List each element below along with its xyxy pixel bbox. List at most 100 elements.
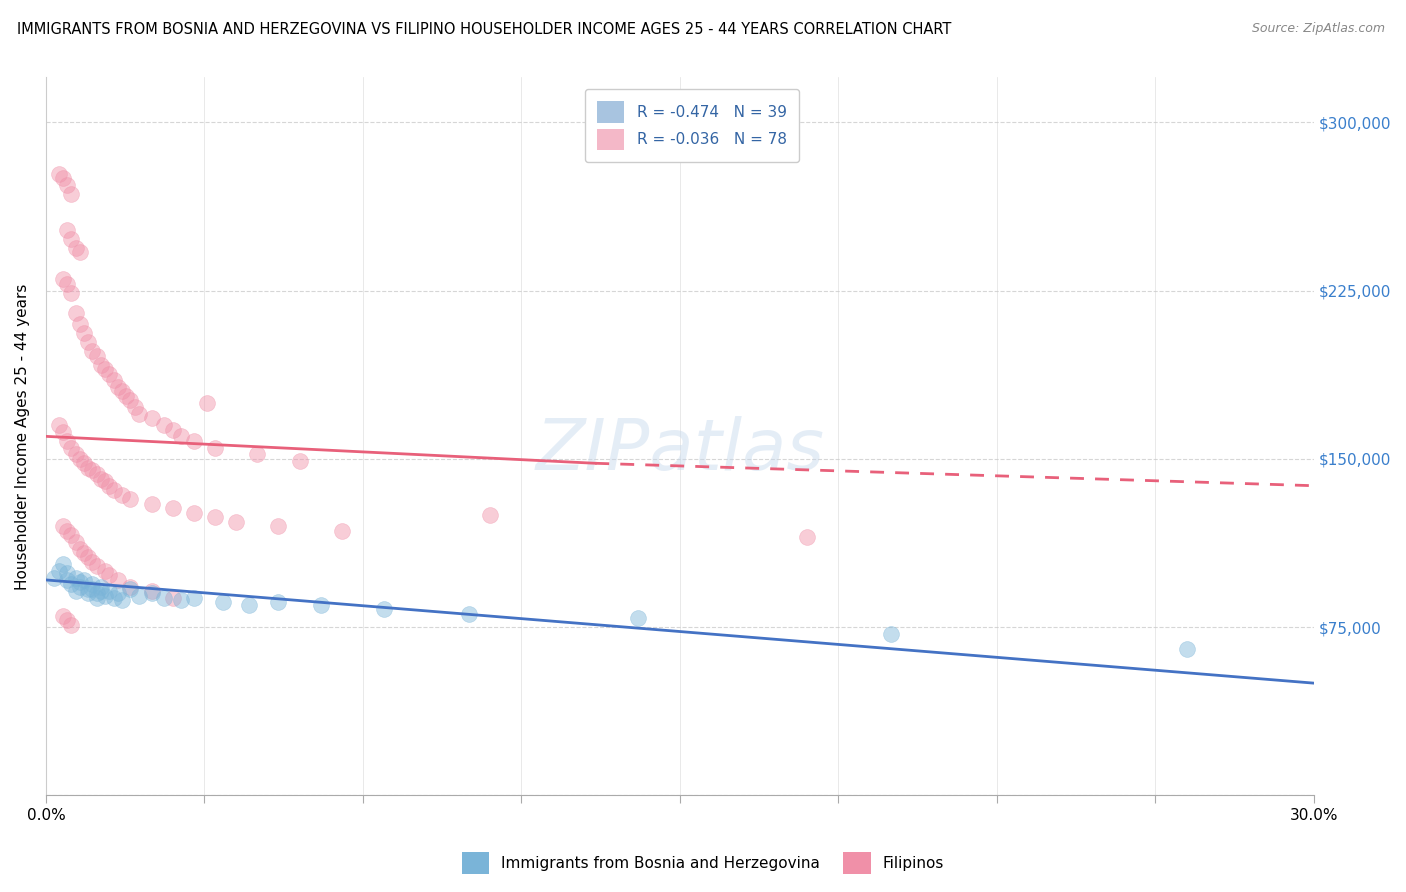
Point: [56, 573, 79, 587]
Point: [60, 577, 83, 591]
Point: [52, 608, 75, 623]
Point: [48, 167, 70, 181]
Point: [141, 497, 163, 511]
Point: [373, 602, 395, 616]
Point: [73, 573, 96, 587]
Point: [82, 582, 104, 596]
Point: [60, 285, 83, 300]
Point: [69, 317, 91, 331]
Point: [73, 326, 96, 341]
Point: [56, 223, 79, 237]
Point: [128, 589, 150, 603]
Point: [107, 380, 129, 394]
Point: [82, 555, 104, 569]
Point: [162, 423, 184, 437]
Point: [212, 595, 235, 609]
Point: [153, 418, 176, 433]
Point: [86, 591, 108, 605]
Point: [107, 586, 129, 600]
Point: [60, 232, 83, 246]
Point: [56, 524, 79, 538]
Point: [170, 429, 193, 443]
Point: [56, 566, 79, 581]
Point: [44, 571, 66, 585]
Point: [170, 593, 193, 607]
Point: [880, 627, 903, 641]
Point: [86, 559, 108, 574]
Point: [60, 187, 83, 202]
Y-axis label: Householder Income Ages 25 - 44 years: Householder Income Ages 25 - 44 years: [15, 283, 30, 590]
Point: [128, 407, 150, 421]
Point: [56, 178, 79, 193]
Point: [94, 362, 117, 376]
Point: [86, 586, 108, 600]
Point: [183, 506, 205, 520]
Point: [225, 515, 247, 529]
Point: [77, 586, 100, 600]
Point: [98, 367, 121, 381]
Text: ZIPatlas: ZIPatlas: [536, 417, 824, 485]
Point: [120, 393, 142, 408]
Point: [626, 611, 648, 625]
Point: [94, 589, 117, 603]
Point: [65, 584, 87, 599]
Point: [82, 577, 104, 591]
Point: [141, 411, 163, 425]
Point: [120, 580, 142, 594]
Point: [52, 272, 75, 286]
Point: [69, 541, 91, 556]
Point: [204, 441, 226, 455]
Point: [69, 451, 91, 466]
Point: [204, 510, 226, 524]
Point: [69, 245, 91, 260]
Point: [65, 306, 87, 320]
Point: [52, 519, 75, 533]
Point: [141, 586, 163, 600]
Point: [111, 593, 134, 607]
Point: [56, 277, 79, 291]
Point: [65, 571, 87, 585]
Point: [267, 595, 290, 609]
Point: [77, 335, 100, 350]
Point: [103, 591, 125, 605]
Point: [90, 580, 112, 594]
Point: [56, 613, 79, 627]
Point: [115, 389, 138, 403]
Point: [98, 584, 121, 599]
Point: [77, 582, 100, 596]
Text: IMMIGRANTS FROM BOSNIA AND HERZEGOVINA VS FILIPINO HOUSEHOLDER INCOME AGES 25 - : IMMIGRANTS FROM BOSNIA AND HERZEGOVINA V…: [17, 22, 952, 37]
Point: [141, 584, 163, 599]
Point: [48, 418, 70, 433]
Point: [73, 546, 96, 560]
Point: [103, 373, 125, 387]
Point: [162, 591, 184, 605]
Point: [94, 564, 117, 578]
Legend: Immigrants from Bosnia and Herzegovina, Filipinos: Immigrants from Bosnia and Herzegovina, …: [456, 846, 950, 880]
Point: [246, 447, 269, 461]
Point: [52, 425, 75, 439]
Point: [107, 573, 129, 587]
Point: [86, 467, 108, 482]
Point: [90, 584, 112, 599]
Point: [267, 519, 290, 533]
Point: [238, 598, 260, 612]
Point: [98, 568, 121, 582]
Point: [60, 528, 83, 542]
Text: Source: ZipAtlas.com: Source: ZipAtlas.com: [1251, 22, 1385, 36]
Point: [82, 344, 104, 359]
Point: [65, 241, 87, 255]
Point: [60, 441, 83, 455]
Point: [77, 460, 100, 475]
Point: [478, 508, 501, 522]
Point: [73, 456, 96, 470]
Point: [330, 524, 353, 538]
Point: [120, 582, 142, 596]
Point: [94, 474, 117, 488]
Point: [69, 575, 91, 590]
Point: [48, 564, 70, 578]
Point: [183, 434, 205, 448]
Point: [52, 558, 75, 572]
Point: [309, 598, 332, 612]
Point: [120, 492, 142, 507]
Point: [457, 607, 479, 621]
